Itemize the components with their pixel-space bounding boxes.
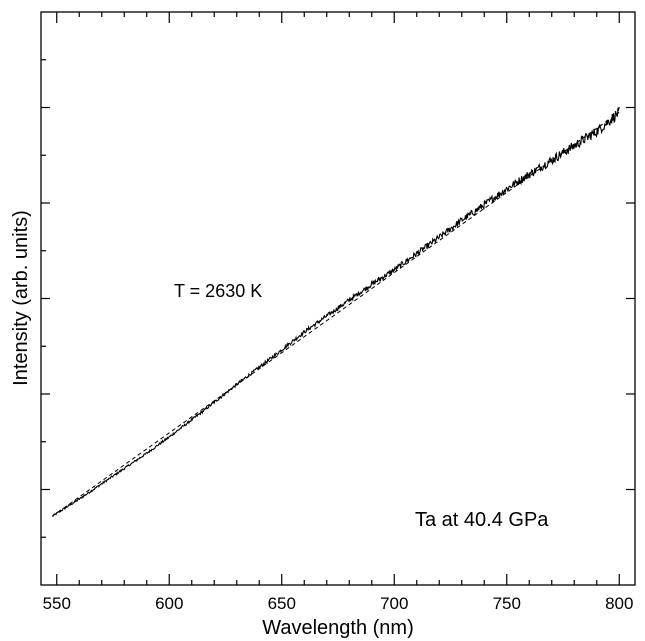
x-tick-label: 800: [605, 594, 633, 613]
x-axis-title: Wavelength (nm): [262, 617, 414, 639]
series-layer: [51, 106, 620, 517]
plot-frame: [40, 11, 636, 586]
x-tick-label: 600: [155, 594, 183, 613]
x-axis-ticks: 550 600 650 700 750 800: [43, 12, 633, 613]
fit-dashed-line: [51, 111, 620, 517]
x-tick-label: 700: [380, 594, 408, 613]
y-axis-title: Intensity (arb. units): [10, 210, 32, 386]
x-tick-label: 650: [268, 594, 296, 613]
measured-spectrum-line: [52, 106, 620, 517]
y-axis-ticks: [41, 59, 635, 538]
x-tick-label: 550: [43, 594, 71, 613]
sample-pressure-annotation: Ta at 40.4 GPa: [415, 509, 549, 531]
temperature-annotation: T = 2630 K: [174, 281, 262, 301]
plot-area-border: [40, 11, 636, 586]
x-tick-label: 750: [493, 594, 521, 613]
